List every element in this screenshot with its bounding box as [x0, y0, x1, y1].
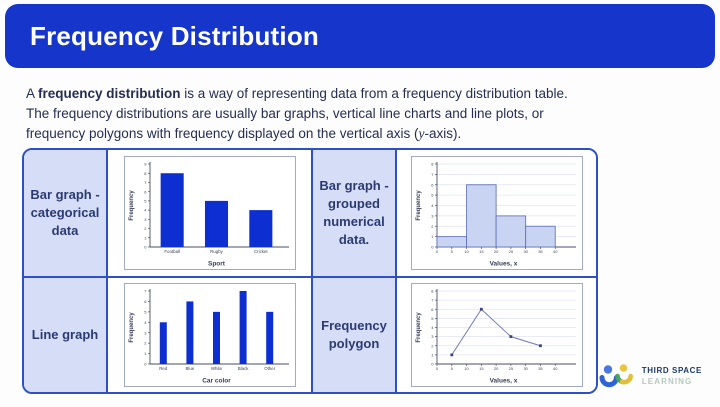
svg-text:20: 20: [493, 366, 498, 371]
svg-text:6: 6: [144, 189, 147, 194]
svg-text:25: 25: [508, 366, 513, 371]
svg-text:5: 5: [431, 316, 434, 321]
svg-text:40: 40: [552, 366, 557, 371]
label-frequency-polygon: Frequency polygon: [313, 278, 397, 392]
svg-text:Frequency: Frequency: [416, 190, 422, 221]
svg-text:8: 8: [144, 171, 147, 176]
svg-text:Sport: Sport: [208, 261, 226, 268]
intro-line-2: The frequency distributions are usually …: [26, 106, 544, 121]
svg-text:Black: Black: [237, 366, 249, 371]
svg-text:Red: Red: [159, 366, 168, 371]
svg-text:7: 7: [431, 298, 434, 303]
intro-line-1: A frequency distribution is a way of rep…: [26, 86, 568, 101]
svg-text:35: 35: [538, 366, 543, 371]
svg-text:9: 9: [144, 162, 147, 167]
svg-text:Values, x: Values, x: [489, 378, 517, 385]
svg-text:4: 4: [431, 203, 434, 208]
svg-text:0: 0: [431, 245, 434, 250]
vertical-line-graph-chart: 0 1 2 3 4 5 6 7 Frequency Car color Red Blue White Bl…: [123, 283, 296, 387]
svg-text:25: 25: [508, 249, 513, 254]
svg-text:Blue: Blue: [185, 366, 194, 371]
italic-y: y: [418, 126, 425, 141]
svg-text:Football: Football: [164, 249, 180, 254]
third-space-learning-logo: THIRD SPACE LEARNING: [599, 363, 702, 390]
header-banner: Frequency Distribution: [5, 4, 715, 68]
svg-text:2: 2: [431, 224, 434, 229]
svg-text:3: 3: [431, 213, 434, 218]
svg-text:3: 3: [144, 330, 147, 335]
svg-text:35: 35: [538, 249, 543, 254]
svg-text:Car color: Car color: [202, 378, 231, 385]
cell-bar-graph-categorical-chart: 0 1 2 3 4 5 6 7 8 9 Frequency Sport Football Rugby Cri…: [108, 150, 313, 278]
svg-text:0: 0: [431, 362, 434, 367]
svg-text:15: 15: [479, 366, 484, 371]
svg-text:3: 3: [431, 334, 434, 339]
svg-text:5: 5: [144, 198, 147, 203]
logo-text-line1: THIRD SPACE: [641, 366, 702, 376]
svg-text:6: 6: [431, 182, 434, 187]
label-bar-graph-grouped: Bar graph - grouped numerical data.: [313, 150, 397, 278]
svg-text:0: 0: [144, 362, 147, 367]
bar-graph-categorical-chart: 0 1 2 3 4 5 6 7 8 9 Frequency Sport Football Rugby Cri…: [123, 156, 296, 270]
svg-text:8: 8: [431, 289, 434, 294]
svg-text:15: 15: [479, 249, 484, 254]
svg-text:5: 5: [450, 366, 453, 371]
svg-text:1: 1: [431, 234, 434, 239]
svg-text:10: 10: [464, 366, 469, 371]
svg-text:Frequency: Frequency: [129, 312, 135, 343]
svg-text:7: 7: [144, 180, 147, 185]
svg-text:6: 6: [431, 307, 434, 312]
svg-text:7: 7: [144, 289, 147, 294]
svg-text:1: 1: [144, 235, 147, 240]
bold-term: frequency distribution: [38, 86, 181, 101]
svg-text:0: 0: [144, 245, 147, 250]
svg-text:Frequency: Frequency: [129, 190, 135, 221]
svg-text:2: 2: [144, 226, 147, 231]
logo-text: THIRD SPACE LEARNING: [642, 366, 702, 387]
cell-frequency-polygon-chart: 0 1 2 3 4 5 6 7 8 Frequency Values, x 0 5 10 15 20 25 30 3…: [397, 278, 596, 392]
svg-text:40: 40: [552, 249, 557, 254]
label-line-graph: Line graph: [24, 278, 108, 392]
svg-text:20: 20: [493, 249, 498, 254]
label-bar-graph-categorical: Bar graph - categorical data: [24, 150, 108, 278]
frequency-polygon-chart: 0 1 2 3 4 5 6 7 8 Frequency Values, x 0 5 10 15 20 25 30 3…: [410, 283, 583, 387]
intro-line-3: frequency polygons with frequency displa…: [26, 126, 462, 141]
cell-line-graph-chart: 0 1 2 3 4 5 6 7 Frequency Car color Red Blue White Bl…: [108, 278, 313, 392]
svg-text:4: 4: [144, 208, 147, 213]
cell-histogram-chart: 0 1 2 3 4 5 6 7 8 Frequency Values, x 0 5 10 15 20 25 30 3…: [397, 150, 596, 278]
svg-text:5: 5: [450, 249, 453, 254]
svg-text:White: White: [210, 366, 222, 371]
svg-text:2: 2: [431, 343, 434, 348]
svg-text:4: 4: [144, 320, 147, 325]
svg-text:0: 0: [435, 249, 438, 254]
logo-icon: [599, 364, 633, 388]
svg-text:30: 30: [523, 249, 528, 254]
logo-text-line2: LEARNING: [641, 376, 693, 386]
svg-text:3: 3: [144, 217, 147, 222]
svg-text:2: 2: [144, 341, 147, 346]
svg-text:4: 4: [431, 325, 434, 330]
svg-text:Frequency: Frequency: [416, 312, 422, 343]
svg-text:Cricket: Cricket: [253, 249, 267, 254]
svg-text:30: 30: [523, 366, 528, 371]
svg-text:10: 10: [464, 249, 469, 254]
svg-text:Other: Other: [264, 366, 276, 371]
page-title: Frequency Distribution: [30, 20, 319, 51]
svg-text:Values, x: Values, x: [489, 261, 517, 268]
svg-text:6: 6: [144, 299, 147, 304]
svg-text:5: 5: [431, 193, 434, 198]
intro-paragraph: A frequency distribution is a way of rep…: [26, 84, 654, 144]
svg-text:5: 5: [144, 309, 147, 314]
svg-text:1: 1: [431, 352, 434, 357]
grouped-numerical-histogram-chart: 0 1 2 3 4 5 6 7 8 Frequency Values, x 0 5 10 15 20 25 30 3…: [410, 156, 583, 270]
svg-text:7: 7: [431, 172, 434, 177]
svg-text:0: 0: [435, 366, 438, 371]
svg-text:1: 1: [144, 351, 147, 356]
examples-table: Bar graph - categorical data 0 1 2 3 4 5 6 7 8 9 F…: [22, 148, 598, 394]
svg-text:Rugby: Rugby: [210, 249, 223, 254]
svg-text:8: 8: [431, 162, 434, 167]
